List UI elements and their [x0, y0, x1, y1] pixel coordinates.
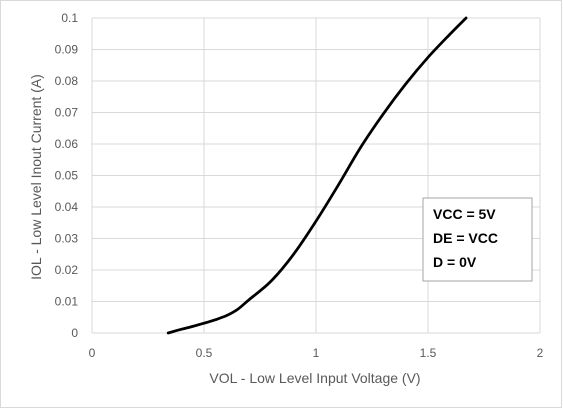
x-tick-label: 0.5 [196, 346, 213, 360]
x-axis-title: VOL - Low Level Input Voltage (V) [209, 370, 420, 386]
series-line [166, 16, 468, 335]
condition-de: DE = VCC [433, 230, 498, 246]
x-tick-label: 1.5 [420, 346, 437, 360]
x-tick-label: 2 [537, 346, 544, 360]
y-tick-label: 0.06 [55, 137, 79, 151]
y-tick-label: 0.09 [55, 43, 79, 57]
y-tick-label: 0.07 [55, 106, 79, 120]
y-tick-labels: 0 0.01 0.02 0.03 0.04 0.05 0.06 0.07 0.08 0.09 0.1 [55, 11, 79, 340]
condition-d: D = 0V [433, 254, 477, 270]
y-tick-label: 0.03 [55, 232, 79, 246]
condition-vcc: VCC = 5V [433, 206, 496, 222]
condition-box: VCC = 5V DE = VCC D = 0V [422, 197, 533, 282]
y-tick-label: 0.02 [55, 263, 79, 277]
y-tick-label: 0 [71, 326, 78, 340]
y-tick-label: 0.04 [55, 200, 79, 214]
y-tick-label: 0.01 [55, 295, 79, 309]
x-tick-label: 1 [313, 346, 320, 360]
y-tick-label: 0.08 [55, 74, 79, 88]
x-tick-labels: 0 0.5 1 1.5 2 [89, 346, 544, 360]
condition-box-frame [422, 197, 533, 282]
series-group [166, 16, 468, 335]
y-axis-title: IOL - Low Level Inout Current (A) [28, 74, 44, 280]
x-tick-label: 0 [89, 346, 96, 360]
y-tick-label: 0.1 [61, 11, 78, 25]
grid [91, 17, 541, 334]
y-tick-label: 0.05 [55, 169, 79, 183]
